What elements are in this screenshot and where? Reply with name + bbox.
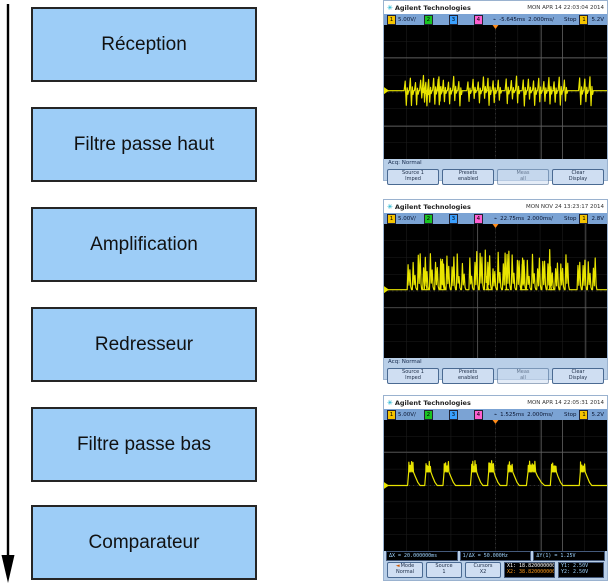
trigger-source-badge: 1 <box>579 213 589 224</box>
scope1-header: ✳ Agilent Technologies MON APR 14 22:03:… <box>384 1 607 14</box>
scope2-header: ✳ Agilent Technologies MON NOV 24 13:23:… <box>384 200 607 213</box>
screen-graticule-and-trace <box>384 420 607 551</box>
flow-block-filtre-passe-haut: Filtre passe haut <box>31 107 257 182</box>
flow-block-label: Redresseur <box>94 333 194 355</box>
scope2-status-bar: 1 5.00V/ 2 3 4 ⌁ 22.75ms 2.000ms/ Stop 1… <box>384 213 607 224</box>
channel1-badge: 1 <box>387 213 396 224</box>
softkey-presets: Presets enabled <box>442 169 494 185</box>
flow-block-label: Réception <box>101 33 187 55</box>
trigger-level-label: 5.2V <box>591 411 604 418</box>
run-state-label: Stop <box>563 16 577 23</box>
agilent-logo-icon: ✳ <box>387 3 393 12</box>
flow-block-label: Comparateur <box>88 531 200 553</box>
back-arrow-icon: ◄ <box>395 563 400 569</box>
vertical-scale-label: 5.00V/ <box>398 215 416 222</box>
channel2-badge: 2 <box>423 409 433 420</box>
channel1-badge: 1 <box>387 409 396 420</box>
flow-block-reception: Réception <box>31 7 257 82</box>
datetime-label: MON NOV 24 13:23:17 2014 <box>526 203 604 210</box>
trigger-edge-icon: ⌁ <box>492 16 497 23</box>
scope3-display <box>384 420 607 551</box>
cursor-readout-row: ΔX = 20.000000ms 1/ΔX = 50.000Hz ΔY(1) =… <box>384 551 607 561</box>
softkey-source: Source 1 Imped <box>387 368 439 384</box>
arrowhead-icon <box>1 555 15 583</box>
channel2-badge: 2 <box>423 14 433 25</box>
oscilloscope-screenshot-1: ✳ Agilent Technologies MON APR 14 22:03:… <box>383 0 608 185</box>
flow-block-label: Filtre passe haut <box>73 133 215 155</box>
flow-block-label: Filtre passe bas <box>76 433 212 455</box>
flow-block-filtre-passe-bas: Filtre passe bas <box>31 407 257 482</box>
scope1-status-bar: 1 5.00V/ 2 3 4 ⌁ -5.645ms 2.000ms/ Stop … <box>384 14 607 25</box>
scope2-softkeys: Source 1 Imped Presets enabled Meas all Cle… <box>384 368 607 386</box>
cursor-y1-value: Y1: 2.50V <box>561 563 589 569</box>
scope3-softkeys: ◄Mode Normal Source 1 Cursors X2 X1: 18.820… <box>384 562 607 580</box>
flow-block-redresseur: Redresseur <box>31 307 257 382</box>
scope3-header: ✳ Agilent Technologies MON APR 14 22:05:… <box>384 396 607 409</box>
agilent-logo-icon: ✳ <box>387 398 393 407</box>
channel3-badge: 3 <box>448 14 458 25</box>
trigger-edge-icon: ⌁ <box>493 411 498 418</box>
brand-name: Agilent Technologies <box>394 398 471 407</box>
flow-block-label: Amplification <box>90 233 198 255</box>
trigger-level-label: 5.2V <box>591 16 604 23</box>
time-offset-label: -5.645ms <box>499 16 526 23</box>
flow-block-comparateur: Comparateur <box>31 505 257 580</box>
vertical-scale-label: 5.00V/ <box>398 16 416 23</box>
cursor-x-values-box: X1: 18.820000000ms X2: 38.820000000ms <box>504 562 555 578</box>
softkey-meas: Meas all <box>497 368 549 384</box>
softkey-clear-display: Clear Display <box>552 169 604 185</box>
run-state-label: Stop <box>563 215 577 222</box>
delta-x-readout: ΔX = 20.000000ms <box>386 551 458 561</box>
inverse-delta-x-readout: 1/ΔX = 50.000Hz <box>459 551 532 561</box>
timebase-label: 2.000ms/ <box>527 411 553 418</box>
trigger-level-label: 2.8V <box>591 215 604 222</box>
softkey-cursors-select: Cursors X2 <box>465 562 501 578</box>
datetime-label: MON APR 14 22:05:31 2014 <box>527 399 604 406</box>
time-offset-label: 1.525ms <box>500 411 525 418</box>
flow-arrow-down <box>1 4 15 583</box>
trigger-source-badge: 1 <box>579 14 589 25</box>
screen-graticule-and-trace <box>384 224 607 358</box>
oscilloscope-screenshot-3: ✳ Agilent Technologies MON APR 14 22:05:… <box>383 395 608 581</box>
brand-name: Agilent Technologies <box>394 202 471 211</box>
time-offset-label: 22.75ms <box>500 215 525 222</box>
screen-graticule-and-trace <box>384 25 607 159</box>
trigger-edge-icon: ⌁ <box>493 215 498 222</box>
channel4-badge: 4 <box>473 14 483 25</box>
delta-y-readout: ΔY(1) = 1.25V <box>533 551 606 561</box>
cursor-x1-value: X1: 18.820000000ms <box>507 563 555 569</box>
agilent-logo-icon: ✳ <box>387 202 393 211</box>
flow-block-amplification: Amplification <box>31 207 257 282</box>
cursor-y2-value: Y2: 2.50V <box>561 568 589 575</box>
channel4-badge: 4 <box>473 213 483 224</box>
scope2-display <box>384 224 607 358</box>
scope2-menu-label: Acq: Normal <box>388 359 422 365</box>
softkey-source: Source 1 Imped <box>387 169 439 185</box>
trigger-source-badge: 1 <box>579 409 589 420</box>
softkey-clear-display: Clear Display <box>552 368 604 384</box>
datetime-label: MON APR 14 22:03:04 2014 <box>527 4 604 11</box>
vertical-scale-label: 5.00V/ <box>398 411 416 418</box>
oscilloscope-screenshot-2: ✳ Agilent Technologies MON NOV 24 13:23:… <box>383 199 608 384</box>
timebase-label: 2.000ms/ <box>528 16 554 23</box>
channel3-badge: 3 <box>448 409 458 420</box>
scope3-status-bar: 1 5.00V/ 2 3 4 ⌁ 1.525ms 2.000ms/ Stop 1… <box>384 409 607 420</box>
timebase-label: 2.000ms/ <box>527 215 553 222</box>
softkey-presets: Presets enabled <box>442 368 494 384</box>
softkey-meas: Meas all <box>497 169 549 185</box>
channel1-badge: 1 <box>387 14 396 25</box>
softkey-cursor-source: Source 1 <box>426 562 462 578</box>
channel2-badge: 2 <box>423 213 433 224</box>
channel4-badge: 4 <box>473 409 483 420</box>
scope1-menu-label: Acq: Normal <box>388 160 422 166</box>
scope1-softkeys: Source 1 Imped Presets enabled Meas all Cle… <box>384 169 607 187</box>
cursor-y-values-box: Y1: 2.50V Y2: 2.50V <box>558 562 604 578</box>
softkey-cursor-mode: ◄Mode Normal <box>387 562 423 578</box>
scope1-display <box>384 25 607 159</box>
channel3-badge: 3 <box>448 213 458 224</box>
cursor-x2-value: X2: 38.820000000ms <box>507 568 555 575</box>
brand-name: Agilent Technologies <box>394 3 471 12</box>
run-state-label: Stop <box>563 411 577 418</box>
